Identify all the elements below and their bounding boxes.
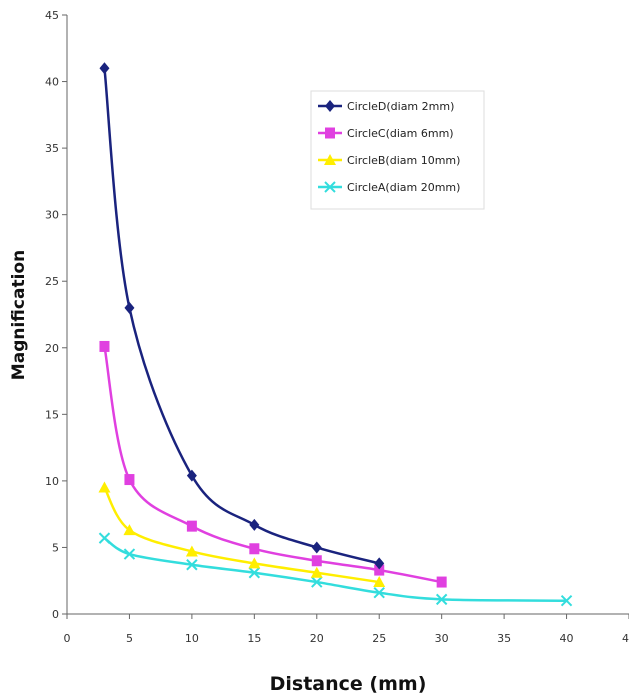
data-point (435, 593, 448, 606)
data-point (311, 576, 323, 588)
data-point (185, 545, 198, 557)
series-line (103, 486, 380, 584)
x-tick-label: 35 (497, 632, 511, 645)
legend-item: CircleD(diam 2mm) (318, 100, 454, 113)
series-line (103, 346, 442, 584)
y-axis-title: Magnification (9, 250, 29, 380)
data-point (373, 586, 385, 599)
data-point (311, 555, 322, 567)
x-tick-label: 15 (247, 632, 261, 645)
data-point (374, 557, 385, 570)
data-point (123, 524, 136, 536)
legend-label: CircleC(diam 6mm) (347, 127, 454, 140)
legend-marker (324, 181, 336, 193)
data-point (99, 340, 110, 352)
x-axis-title: Distance (mm) (270, 673, 427, 695)
x-tick-label: 30 (435, 632, 449, 645)
data-point (311, 541, 322, 554)
legend: CircleD(diam 2mm) CircleC(diam 6mm) Circle… (310, 90, 485, 210)
y-tick-label: 5 (52, 541, 59, 554)
legend-marker (325, 100, 335, 112)
y-tick-label: 30 (45, 209, 59, 222)
y-tick-label: 20 (45, 342, 59, 355)
axes (66, 15, 629, 615)
data-point (98, 481, 111, 493)
legend-label: CircleD(diam 2mm) (347, 100, 454, 113)
data-point (436, 576, 447, 588)
legend-box (310, 90, 485, 210)
y-tick-label: 0 (52, 608, 59, 621)
data-point (99, 62, 110, 75)
series-2 (98, 481, 386, 588)
data-point (98, 532, 111, 544)
data-point (124, 301, 135, 314)
data-point (248, 567, 261, 579)
data-point (310, 566, 323, 578)
x-tick-label: 0 (64, 632, 71, 645)
legend-item: CircleB(diam 10mm) (318, 154, 460, 167)
legend-item: CircleA(diam 20mm) (318, 181, 460, 194)
series-line (103, 537, 567, 602)
data-point (186, 469, 197, 482)
x-tick-label: 45 (622, 632, 629, 645)
y-tick-label: 25 (45, 275, 59, 288)
y-tick-label: 45 (45, 9, 59, 22)
data-point (373, 576, 386, 588)
data-point (186, 520, 197, 532)
data-point (560, 594, 573, 607)
data-point (249, 518, 260, 531)
series-1 (99, 340, 447, 588)
data-point (248, 557, 261, 569)
data-point (374, 564, 385, 576)
x-tick-label: 20 (310, 632, 324, 645)
y-tick-label: 10 (45, 475, 59, 488)
series-layer (98, 62, 573, 607)
x-tick-label: 5 (126, 632, 133, 645)
x-ticks: 0 5 10 15 20 25 30 35 40 45 (64, 614, 629, 645)
x-tick-label: 10 (185, 632, 199, 645)
legend-item: CircleC(diam 6mm) (318, 127, 454, 140)
x-tick-label: 25 (372, 632, 386, 645)
data-point (249, 543, 260, 555)
y-ticks: 0 5 10 15 20 25 30 35 40 45 (45, 9, 67, 621)
legend-label: CircleA(diam 20mm) (347, 181, 460, 194)
series-3 (98, 532, 573, 607)
legend-label: CircleB(diam 10mm) (347, 154, 460, 167)
data-point (186, 559, 198, 571)
y-tick-label: 15 (45, 408, 59, 421)
legend-marker (325, 127, 335, 139)
data-point (123, 548, 136, 560)
y-tick-label: 40 (45, 76, 59, 89)
x-tick-label: 40 (560, 632, 574, 645)
legend-marker (324, 154, 336, 165)
series-0 (99, 62, 385, 570)
data-point (124, 474, 135, 486)
y-tick-label: 35 (45, 142, 59, 155)
